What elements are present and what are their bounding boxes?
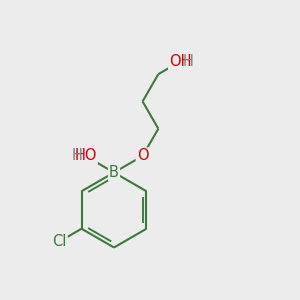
Text: O: O <box>137 148 148 164</box>
Text: HO: HO <box>74 148 97 164</box>
Text: B: B <box>109 165 119 180</box>
Text: OH: OH <box>169 54 192 69</box>
Text: Cl: Cl <box>52 234 67 249</box>
Text: H: H <box>182 54 193 69</box>
Text: H: H <box>72 148 83 164</box>
